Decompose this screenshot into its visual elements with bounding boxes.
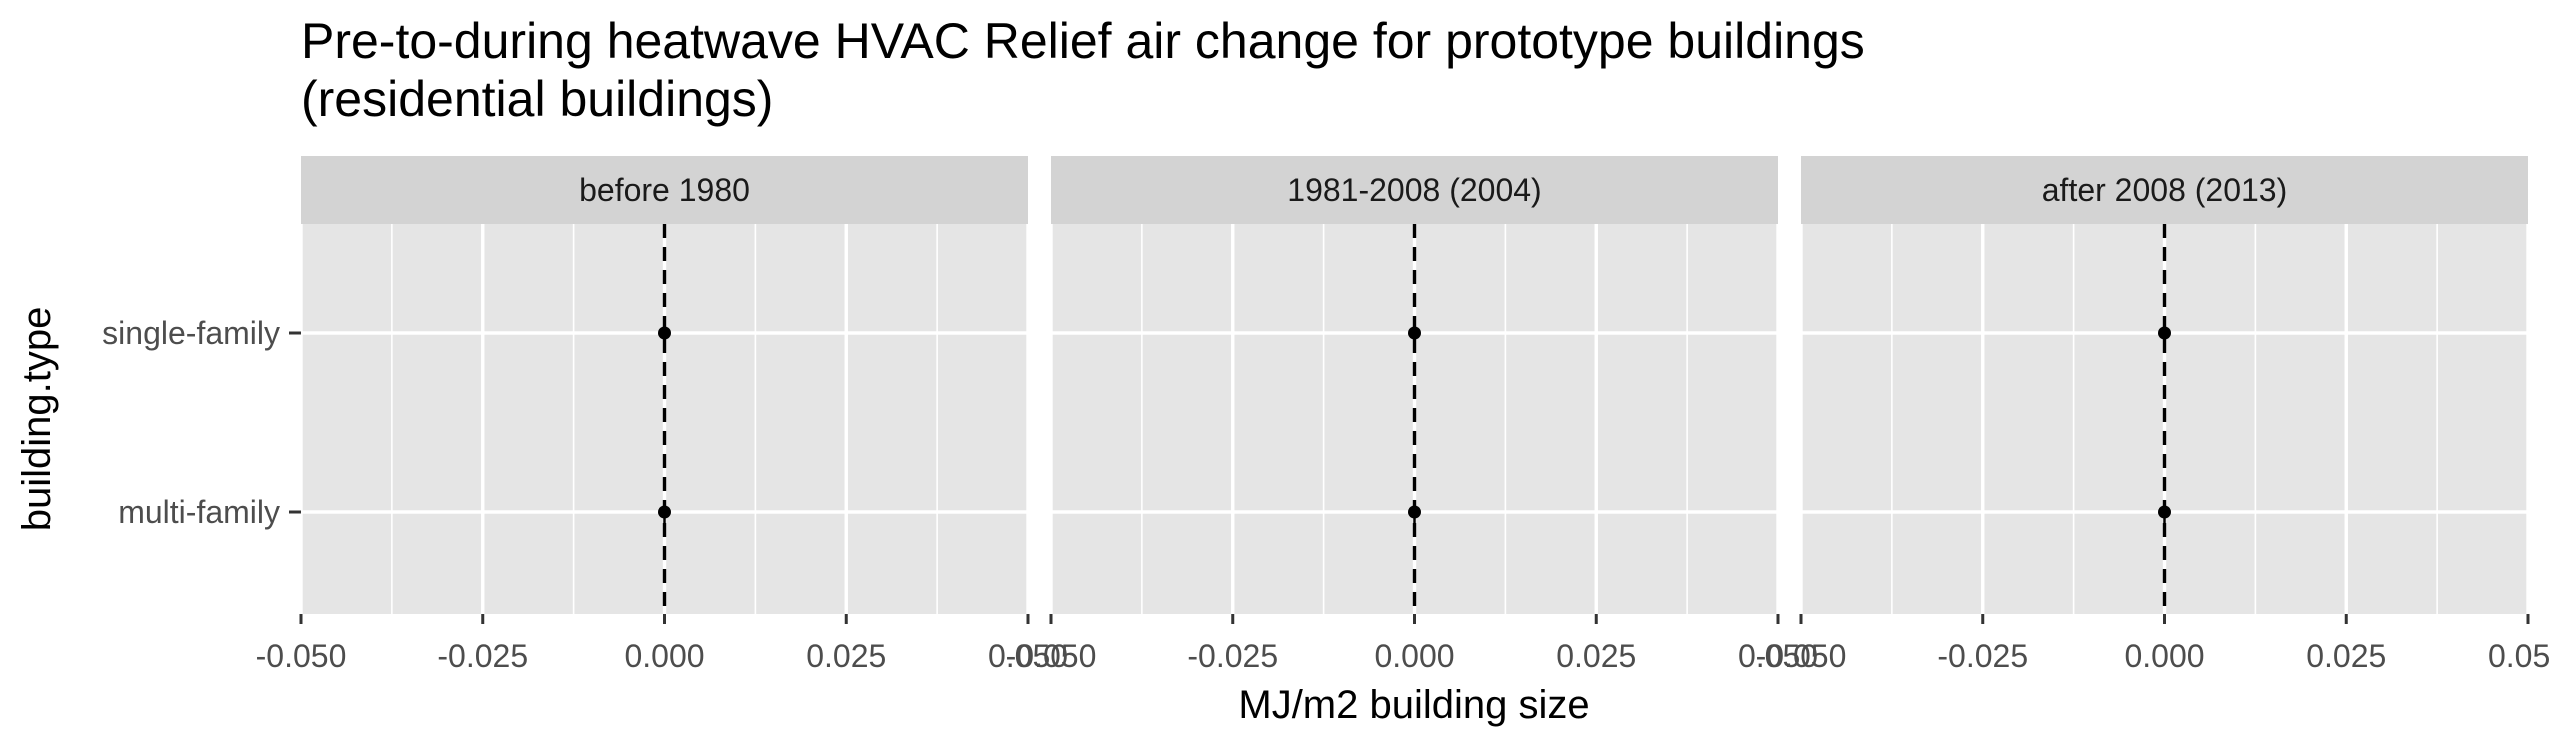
x-tick-label: 0.025 bbox=[1556, 638, 1636, 674]
facet-strip-label: 1981-2008 (2004) bbox=[1287, 172, 1541, 208]
x-tick-label: -0.050 bbox=[256, 638, 347, 674]
data-point bbox=[1408, 505, 1421, 519]
y-tick-label: single-family bbox=[102, 315, 280, 351]
facet-strip bbox=[301, 156, 1028, 224]
x-tick-label: 0.000 bbox=[2124, 638, 2204, 674]
data-point bbox=[1408, 326, 1421, 340]
chart-title-line1: Pre-to-during heatwave HVAC Relief air c… bbox=[301, 13, 1865, 69]
x-tick-label: -0.050 bbox=[1756, 638, 1847, 674]
x-tick-label: 0.050 bbox=[988, 638, 1068, 674]
data-point bbox=[658, 505, 671, 519]
facet-strip bbox=[1801, 156, 2528, 224]
x-tick-label: 0.025 bbox=[806, 638, 886, 674]
data-point bbox=[2158, 326, 2171, 340]
x-tick-label: -0.025 bbox=[437, 638, 528, 674]
x-tick-label: 0.000 bbox=[624, 638, 704, 674]
y-tick-label: multi-family bbox=[118, 494, 280, 530]
facet-strip bbox=[1051, 156, 1778, 224]
x-tick-label: -0.025 bbox=[1187, 638, 1278, 674]
x-tick-label: 0.000 bbox=[1374, 638, 1454, 674]
data-point bbox=[658, 326, 671, 340]
x-tick-label: 0.050 bbox=[2488, 638, 2550, 674]
x-axis-title: MJ/m2 building size bbox=[1238, 683, 1589, 727]
x-tick-label: -0.025 bbox=[1937, 638, 2028, 674]
x-tick-label: 0.025 bbox=[2306, 638, 2386, 674]
chart-title-line2: (residential buildings) bbox=[301, 71, 774, 127]
facet-strip-label: after 2008 (2013) bbox=[2042, 172, 2288, 208]
facet-strip-label: before 1980 bbox=[579, 172, 750, 208]
x-tick-label: -0.050 bbox=[1006, 638, 1097, 674]
chart-title: Pre-to-during heatwave HVAC Relief air c… bbox=[301, 12, 1865, 128]
data-point bbox=[2158, 505, 2171, 519]
y-axis-title: building.type bbox=[15, 307, 59, 532]
x-tick-label: 0.050 bbox=[1738, 638, 1818, 674]
